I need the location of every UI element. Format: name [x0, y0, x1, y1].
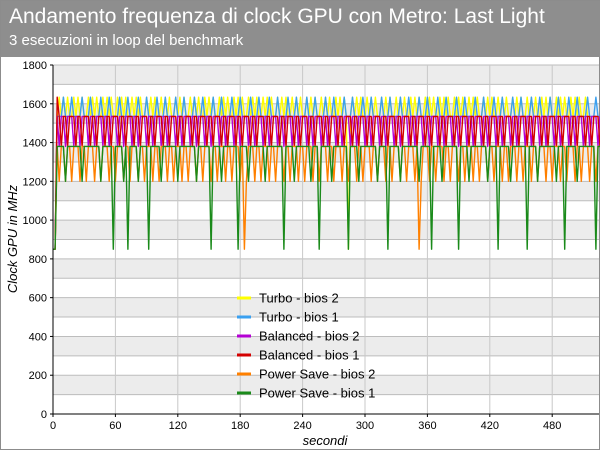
legend-label-turbo-bios-2: Turbo - bios 2: [259, 291, 339, 306]
y-axis-title: Clock GPU in MHz: [5, 184, 20, 293]
legend-label-turbo-bios-1: Turbo - bios 1: [259, 310, 339, 325]
legend-label-balanced-bios-2: Balanced - bios 2: [259, 329, 359, 344]
y-tick-label: 1600: [23, 99, 47, 111]
x-tick-label: 60: [109, 420, 121, 432]
x-tick-label: 240: [293, 420, 311, 432]
series-line-power-save-bios-2: [53, 145, 600, 250]
x-tick-label: 0: [50, 420, 56, 432]
x-tick-label: 420: [481, 420, 499, 432]
y-tick-label: 800: [29, 254, 47, 266]
legend: Turbo - bios 2 Turbo - bios 1 Balanced - b…: [237, 291, 375, 401]
series-line-turbo-bios-2: [53, 96, 589, 250]
chart-title: Andamento frequenza di clock GPU con Met…: [9, 5, 545, 28]
series-line-power-save-bios-1: [53, 145, 600, 250]
y-tick-label: 1000: [23, 215, 47, 227]
y-tick-label: 200: [29, 370, 47, 382]
plot-band: [53, 220, 599, 240]
plot-band: [53, 336, 599, 356]
plot-band: [53, 181, 599, 201]
x-tick-label: 360: [418, 420, 436, 432]
x-tick-label: 300: [356, 420, 374, 432]
y-axis-ticks: 0 200 400 600 800 1000 1200 1400 1600 1800: [23, 60, 53, 421]
plot-band: [53, 297, 599, 318]
x-tick-label: 120: [169, 420, 187, 432]
chart-subtitle: 3 esecuzioni in loop del benchmark: [9, 32, 244, 49]
y-tick-label: 600: [29, 293, 47, 305]
y-tick-label: 0: [41, 409, 47, 421]
axes: [52, 65, 599, 415]
y-tick-label: 400: [29, 331, 47, 343]
x-tick-label: 480: [543, 420, 561, 432]
y-tick-label: 1200: [23, 176, 47, 188]
legend-label-power-save-bios-1: Power Save - bios 1: [259, 386, 375, 401]
legend-label-balanced-bios-1: Balanced - bios 1: [259, 348, 359, 363]
x-axis-title: secondi: [303, 433, 349, 448]
x-tick-label: 180: [231, 420, 249, 432]
plot-band: [53, 65, 599, 85]
series-line-turbo-bios-1: [53, 96, 600, 250]
series-lines: [53, 96, 600, 250]
plot-band: [53, 375, 599, 395]
plot-band: [53, 258, 599, 279]
chart-header: Andamento frequenza di clock GPU con Met…: [1, 1, 600, 57]
x-axis-ticks: 0 60 120 180 240 300 360 420 480: [50, 414, 561, 432]
y-tick-label: 1400: [23, 138, 47, 150]
legend-label-power-save-bios-2: Power Save - bios 2: [259, 367, 375, 382]
y-tick-label: 1800: [23, 60, 47, 72]
